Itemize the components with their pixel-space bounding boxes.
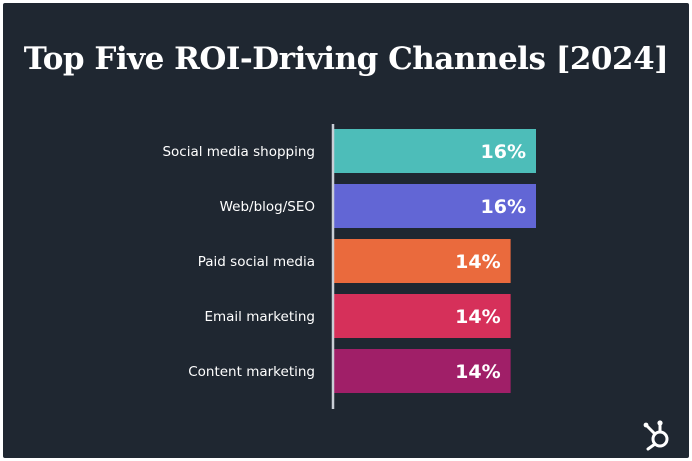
- value-label-3: 14%: [455, 251, 500, 273]
- bar-2: [333, 184, 536, 228]
- chart-card: Top Five ROI-Driving Channels [2024] Soc…: [3, 3, 689, 458]
- value-label-5: 14%: [455, 361, 500, 383]
- bar-4: [333, 294, 511, 338]
- category-label-5: Content marketing: [188, 364, 315, 380]
- category-label-2: Web/blog/SEO: [220, 199, 315, 215]
- chart-title: Top Five ROI-Driving Channels [2024]: [23, 41, 669, 77]
- bar-chart: Social media shopping 16% Web/blog/SEO 16% P…: [162, 124, 536, 409]
- value-label-4: 14%: [455, 306, 500, 328]
- category-label-3: Paid social media: [198, 254, 315, 270]
- value-label-2: 16%: [481, 196, 526, 218]
- bar-5: [333, 349, 511, 393]
- value-label-1: 16%: [481, 141, 526, 163]
- category-label-4: Email marketing: [204, 309, 315, 325]
- category-label-1: Social media shopping: [162, 144, 315, 160]
- bar-3: [333, 239, 511, 283]
- hubspot-sprocket-icon: [643, 420, 669, 451]
- bar-1: [333, 129, 536, 173]
